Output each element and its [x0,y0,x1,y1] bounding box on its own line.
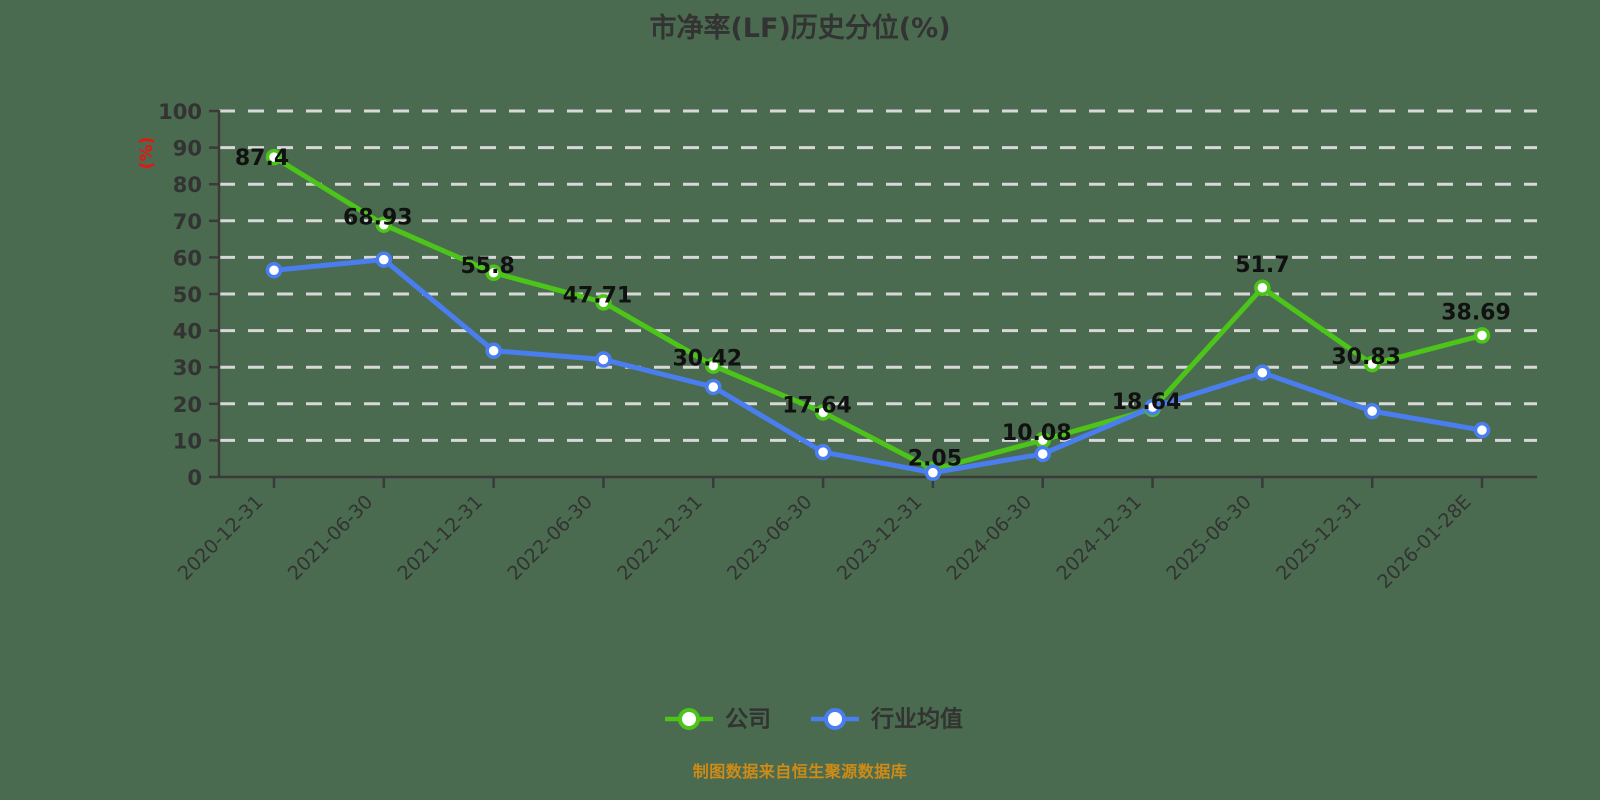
legend-item-company[interactable]: 公司 [665,707,771,733]
y-axis-tick-label: 50 [173,283,202,307]
data-point-marker[interactable] [375,216,393,233]
x-axis-tick-label: 2024-12-31 [1052,491,1146,585]
series-lines [265,148,1491,481]
y-axis-tick-label: 70 [173,210,202,234]
y-axis-tick-label: 20 [173,393,202,417]
x-axis-tick-label: 2023-12-31 [833,491,927,585]
chart-title: 市净率(LF)历史分位(%) [649,13,951,44]
data-point-marker[interactable] [485,264,502,282]
data-point-marker[interactable] [1254,279,1271,297]
y-axis-tick-label: 40 [173,320,202,344]
footer-source-note: 制图数据来自恒生聚源数据库 [692,762,908,781]
data-point-marker[interactable] [1363,402,1381,420]
data-point-value-label: 10.08 [1002,421,1072,446]
x-axis-tick-label: 2020-12-31 [174,491,268,585]
grid-lines [219,109,1537,442]
data-point-marker[interactable] [1034,445,1051,463]
data-point-value-label: 30.83 [1331,345,1401,370]
data-point-value-label: 38.69 [1441,300,1511,325]
data-point-marker[interactable] [1473,327,1491,344]
chart-legend[interactable]: 公司 行业均值 [665,706,963,733]
data-point-marker[interactable] [705,357,722,374]
data-point-marker[interactable] [814,443,832,461]
y-axis-tick-label: 80 [173,173,202,197]
y-axis-unit-label: (%) [137,137,157,170]
x-axis-tick-label: 2025-06-30 [1162,491,1256,585]
x-axis-tick-label: 2022-06-30 [503,491,597,585]
y-axis-tick-label: 30 [173,356,202,380]
data-point-marker[interactable] [485,342,502,359]
y-axis-tick-label: 100 [158,100,202,124]
y-axis-tick-label: 10 [173,429,202,453]
x-axis-tick-label: 2025-12-31 [1272,491,1366,585]
legend-marker-icon [824,708,846,730]
x-axis-tick-label: 2024-06-30 [943,491,1037,585]
x-axis-tick-label: 2026-01-28E [1373,491,1475,593]
data-point-value-label: 51.7 [1235,253,1289,278]
x-axis-tick-label: 2023-06-30 [723,491,817,585]
data-point-marker[interactable] [265,148,283,166]
y-axis-tick-label: 90 [173,137,202,161]
data-point-marker[interactable] [1473,421,1491,439]
legend-marker-icon [678,708,700,730]
data-point-marker[interactable] [265,261,283,279]
legend-item-industry[interactable]: 行业均值 [811,706,963,733]
data-point-marker[interactable] [814,404,832,421]
data-point-value-label: 17.64 [782,393,852,418]
y-axis: 0 10 20 30 40 50 60 70 80 90 100(%) [137,100,221,490]
data-point-marker[interactable] [924,464,942,481]
legend-label: 行业均值 [870,706,963,733]
x-axis: 2020-12-31 2021-06-30 2021-12-31 2022-06-30… [174,475,1537,593]
data-point-marker[interactable] [1254,364,1271,381]
data-point-labels: 87.4 68.93 55.8 47.71 30.42 17.64 2.05 10.08 18.… [235,146,1511,471]
x-axis-tick-label: 2022-12-31 [613,491,707,585]
data-point-marker[interactable] [595,351,612,368]
data-point-value-label: 47.71 [563,283,633,308]
y-axis-tick-label: 0 [187,466,202,490]
data-point-value-label: 68.93 [343,206,413,231]
x-axis-tick-label: 2021-06-30 [284,491,378,585]
data-point-value-label: 2.05 [908,446,962,471]
data-point-marker[interactable] [1363,355,1381,373]
data-point-marker[interactable] [595,294,612,311]
legend-label: 公司 [725,707,771,733]
data-point-marker[interactable] [1144,398,1161,416]
data-point-value-label: 30.42 [672,347,742,372]
y-axis-tick-label: 60 [173,246,202,270]
series-line-industry [271,257,1485,476]
data-point-marker[interactable] [375,251,393,268]
data-point-marker[interactable] [705,378,722,396]
data-point-value-label: 87.4 [235,146,289,171]
x-axis-tick-label: 2021-12-31 [394,491,488,585]
data-point-value-label: 55.8 [460,254,514,279]
data-point-value-label: 18.64 [1112,390,1182,415]
series-line-company [271,154,1485,472]
